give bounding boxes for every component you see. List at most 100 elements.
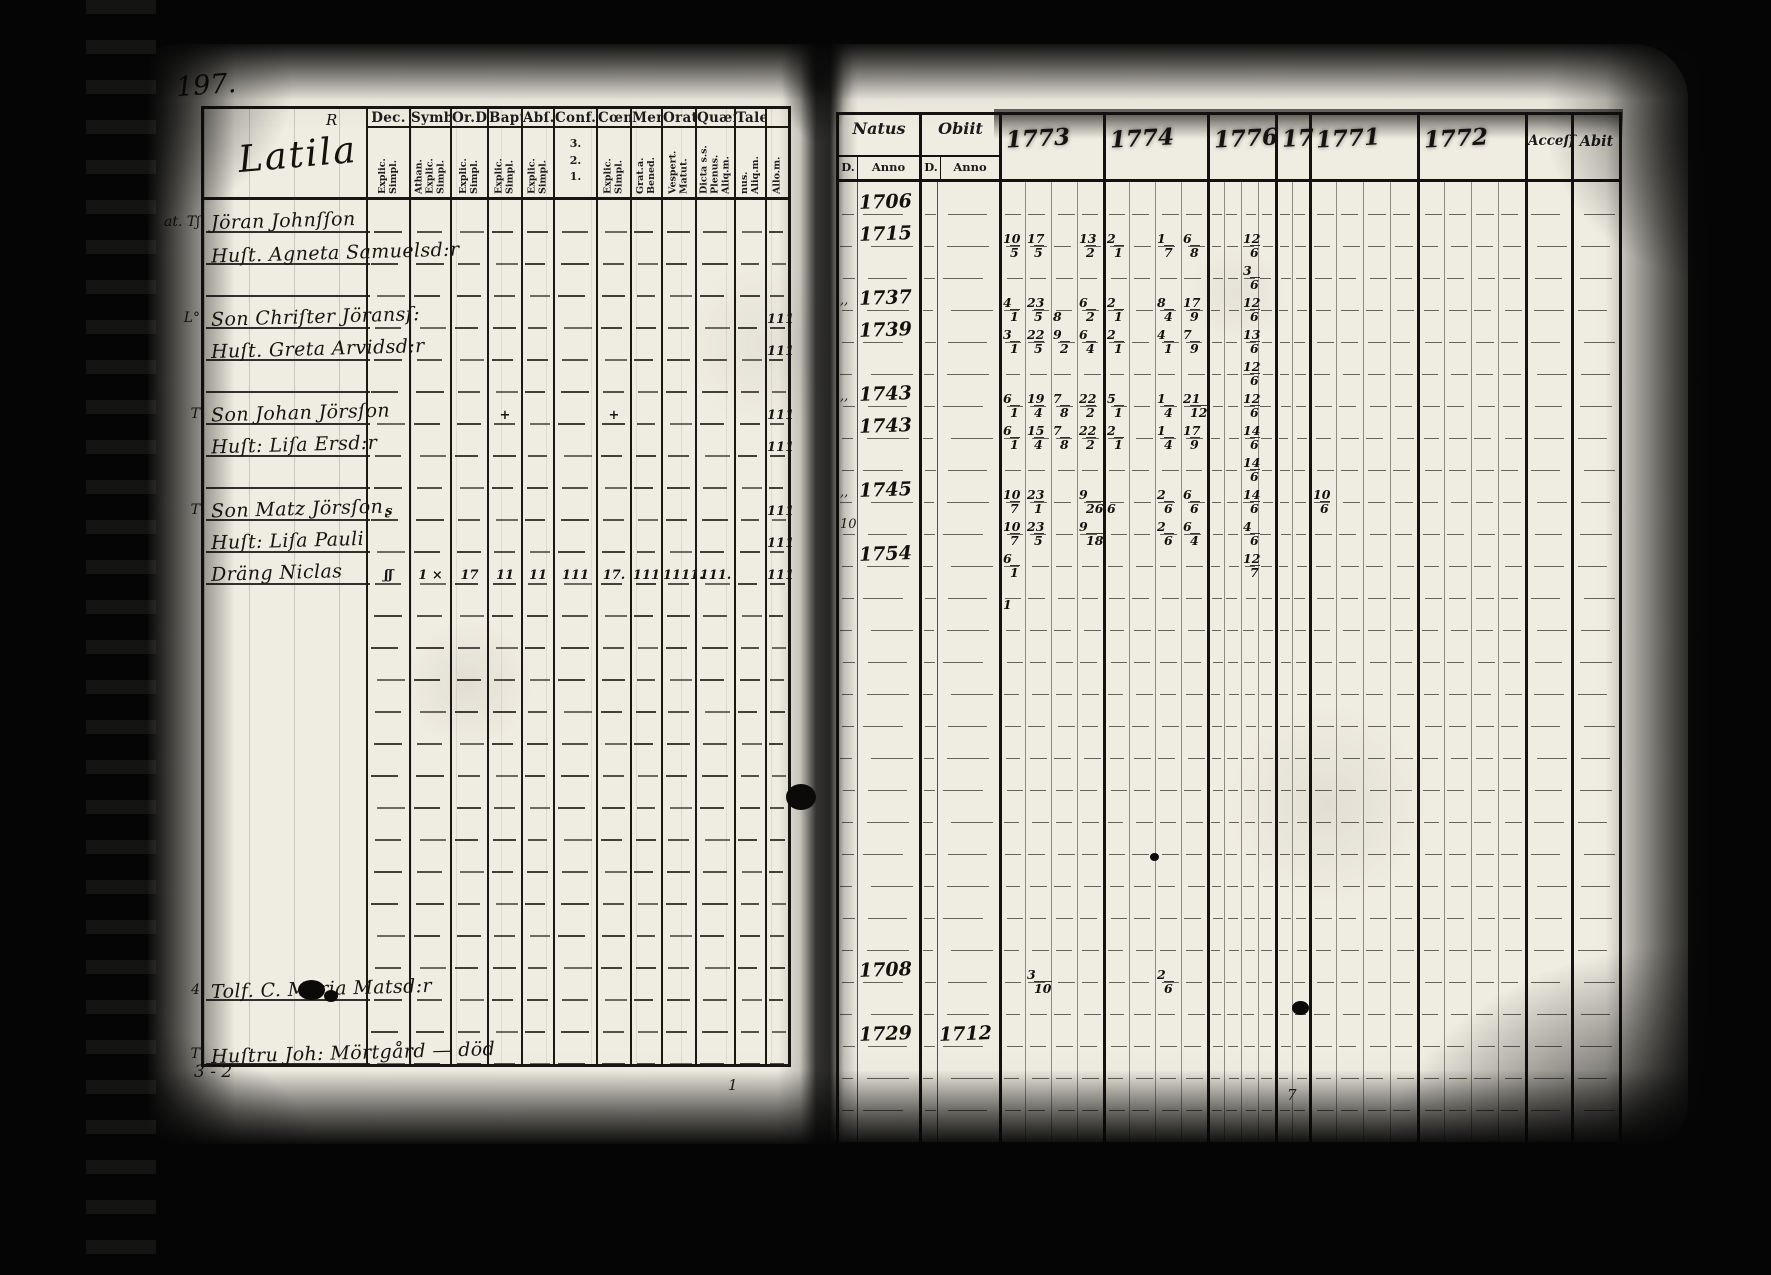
grid-cell <box>1390 854 1417 887</box>
abit-cell <box>1571 726 1619 759</box>
numerator: 10 <box>1003 487 1021 502</box>
denominator: 6 <box>1250 244 1260 260</box>
grid-cell <box>1471 598 1498 631</box>
grid-cell <box>1444 598 1471 631</box>
acces-cell <box>1525 886 1571 919</box>
denominator: 9 <box>1190 340 1200 356</box>
page-title: Latila <box>236 127 359 182</box>
grid-cell <box>1207 470 1224 503</box>
natus-anno-cell <box>857 1078 919 1111</box>
grid-cell <box>1336 278 1363 311</box>
grid-cell <box>409 648 450 681</box>
grid-cell <box>1207 886 1224 919</box>
grid-cell: 111 <box>765 424 794 457</box>
grid-cell <box>734 616 765 649</box>
grid-cell <box>1498 502 1525 535</box>
table-row <box>839 1078 1619 1111</box>
abit-cell <box>1571 1046 1619 1079</box>
grid-cell <box>409 680 450 713</box>
grid-cell <box>450 648 487 681</box>
denominator: 8 <box>1060 404 1070 420</box>
grid-cell <box>1224 566 1241 599</box>
grid-cell <box>1417 502 1444 535</box>
grid-cell <box>409 904 450 937</box>
column-label: Conf. <box>555 110 596 128</box>
numerator: 17 <box>1183 295 1201 310</box>
grid-cell <box>1258 854 1275 887</box>
grid-cell <box>1103 1078 1129 1111</box>
grid-cell <box>695 776 734 809</box>
table-row <box>204 456 788 489</box>
grid-cell <box>1309 278 1336 311</box>
tally-mark: 111 <box>767 408 795 423</box>
grid-cell <box>1275 662 1292 695</box>
grid-cell <box>1241 918 1258 951</box>
numerator: 13 <box>1243 327 1261 342</box>
obiit-day-cell <box>919 726 937 759</box>
denominator: 8 <box>1060 436 1070 452</box>
numerator: 14 <box>1243 487 1261 502</box>
grid-cell <box>1258 790 1275 823</box>
natus-day-cell <box>839 950 857 983</box>
grid-cell <box>765 360 788 393</box>
denominator: 2 <box>1060 340 1070 356</box>
natus-anno-cell <box>857 822 919 855</box>
grid-cell <box>1275 758 1292 791</box>
grid-cell <box>999 854 1025 887</box>
grid-cell <box>1417 886 1444 919</box>
grid-cell <box>1181 790 1207 823</box>
grid-cell <box>1309 406 1336 439</box>
grid-cell <box>1444 342 1471 375</box>
grid-cell <box>1363 1014 1390 1047</box>
acces-cell <box>1525 950 1571 983</box>
numerator: 23 <box>1027 519 1045 534</box>
table-row: Huſt: Liſa Ersd:r 111 <box>204 424 794 459</box>
grid-cell <box>1336 758 1363 791</box>
grid-cell <box>1129 598 1155 631</box>
acces-cell <box>1525 822 1571 855</box>
grid-cell <box>630 584 661 617</box>
natus-day-cell <box>839 214 857 247</box>
date-entry: 10 5 <box>1003 232 1020 259</box>
person-name: Huſt: Liſa Ersd:r <box>210 431 378 459</box>
grid-cell <box>1309 214 1336 247</box>
date-entry: 12 6 <box>1243 360 1260 387</box>
grid-cell <box>1498 950 1525 983</box>
acces-cell <box>1525 182 1571 215</box>
grid-cell <box>1129 342 1155 375</box>
grid-cell: 3 10 <box>1025 950 1053 994</box>
grid-cell <box>1336 982 1363 1015</box>
grid-cell <box>1336 854 1363 887</box>
grid-cell <box>1363 726 1390 759</box>
grid-cell <box>409 392 450 425</box>
grid-cell <box>366 200 409 233</box>
grid-cell <box>366 936 409 969</box>
grid-cell <box>1275 374 1292 407</box>
column-sublabel: Vespert. <box>667 150 679 194</box>
grid-cell <box>1390 182 1417 215</box>
grid-cell <box>1390 1078 1417 1111</box>
grid-cell <box>1390 694 1417 727</box>
grid-cell <box>1417 630 1444 663</box>
grid-cell <box>1224 246 1241 279</box>
numerator: 12 <box>1243 295 1261 310</box>
grid-cell <box>1363 214 1390 247</box>
grid-cell <box>1390 950 1417 983</box>
natus-day-cell <box>839 630 857 663</box>
grid-cell <box>1224 534 1241 567</box>
natus-header-label: Natus <box>852 119 906 138</box>
natus-anno-cell <box>857 630 919 663</box>
natus-day-cell <box>839 1014 857 1047</box>
denominator: 6 <box>1164 532 1174 548</box>
natus-anno-cell: 1706 <box>857 182 919 215</box>
grid-cell <box>630 520 661 553</box>
obiit-day-cell <box>919 886 937 919</box>
grid-cell <box>1258 918 1275 951</box>
name-cell <box>204 872 366 904</box>
ink-blot <box>1292 1001 1309 1015</box>
rule-dash <box>946 1142 990 1143</box>
grid-cell <box>999 1110 1025 1143</box>
grid-cell <box>661 744 695 777</box>
